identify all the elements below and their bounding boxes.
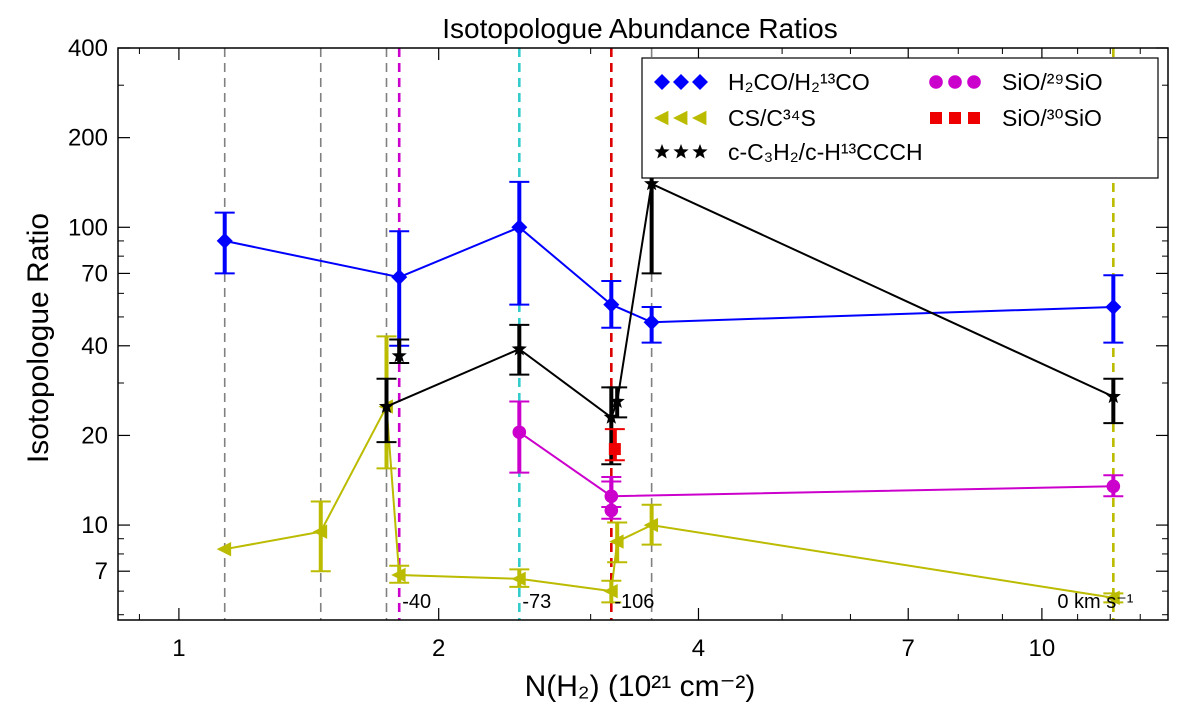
legend-item: c-C₃H₂/c-H¹³CCCH — [654, 139, 923, 165]
y-tick-label: 200 — [68, 125, 108, 152]
data-point — [673, 110, 688, 126]
data-point — [673, 74, 689, 90]
data-point — [312, 524, 328, 539]
legend-label: H₂CO/H₂¹³CO — [728, 69, 870, 95]
axes: 1 2 4 7 10 7 10 20 40 70 100 200 400 — [68, 35, 1168, 662]
data-point — [643, 517, 659, 533]
y-tick-label: 7 — [95, 558, 108, 585]
data-point — [609, 393, 625, 408]
reference-line-labels: -40 -73 -106 0 km s⁻¹ — [402, 591, 1134, 613]
data-point — [968, 112, 980, 124]
series — [601, 476, 622, 520]
series-line — [224, 226, 1114, 324]
x-tick-label: 10 — [1029, 635, 1056, 662]
data-point — [603, 296, 620, 313]
y-axis-label: Isotopologue Ratio — [22, 213, 55, 463]
reference-line-label: -106 — [614, 591, 654, 613]
data-point — [511, 219, 528, 236]
data-point — [609, 534, 624, 549]
x-tick-label: 4 — [692, 635, 705, 662]
x-axis-label: N(H₂) (10²¹ cm⁻²) — [525, 670, 756, 703]
series-line — [386, 182, 1114, 419]
legend-label: c-C₃H₂/c-H¹³CCCH — [728, 139, 923, 165]
data-point — [654, 74, 670, 90]
data-point — [1105, 388, 1121, 404]
plot-frame — [117, 47, 1169, 621]
y-tick-label: 40 — [81, 333, 108, 360]
y-tick-label: 400 — [68, 35, 108, 62]
series — [376, 130, 1124, 466]
legend: H₂CO/H₂¹³CO CS/C³⁴S c-C₃H₂/c-H¹³CCCH SiO/²⁹… — [641, 57, 1159, 179]
data-point — [511, 571, 526, 587]
data-point — [929, 75, 943, 89]
data-point — [604, 503, 619, 518]
data-point — [512, 425, 527, 440]
data-point — [378, 398, 395, 413]
data-point — [692, 144, 708, 159]
reference-line-label: -40 — [402, 591, 431, 613]
data-point — [644, 175, 660, 191]
data-point — [930, 112, 942, 124]
data-point — [654, 144, 670, 159]
legend-label: SiO/²⁹SiO — [1002, 69, 1103, 95]
data-point — [511, 341, 527, 356]
reference-line-label: -73 — [522, 591, 551, 613]
y-tick-label: 20 — [81, 422, 108, 449]
series — [214, 180, 1124, 347]
data-point — [216, 232, 233, 249]
x-tick-label: 7 — [902, 635, 915, 662]
data-point — [216, 541, 232, 557]
data-point — [643, 314, 660, 331]
y-tick-label: 100 — [68, 214, 108, 241]
data-point — [608, 443, 621, 456]
legend-item: H₂CO/H₂¹³CO — [654, 69, 870, 95]
data-point — [603, 583, 618, 599]
data-point — [967, 75, 981, 89]
x-tick-label: 2 — [432, 635, 445, 662]
data-point — [673, 144, 689, 159]
data-point — [1105, 298, 1122, 315]
data-point — [692, 74, 708, 90]
data-point — [1105, 590, 1120, 605]
chart-title: Isotopologue Abundance Ratios — [442, 13, 837, 44]
reference-line-label: 0 km s⁻¹ — [1057, 591, 1133, 613]
legend-label: SiO/³⁰SiO — [1002, 105, 1102, 131]
data-point — [1106, 479, 1121, 494]
x-tick-label: 1 — [172, 635, 185, 662]
legend-label: CS/C³⁴S — [728, 105, 816, 131]
legend-item: SiO/³⁰SiO — [930, 105, 1102, 131]
data-point — [692, 110, 707, 126]
data-series — [214, 130, 1124, 605]
legend-item: CS/C³⁴S — [654, 105, 816, 131]
data-point — [948, 75, 962, 89]
legend-box — [641, 57, 1159, 179]
data-point — [391, 347, 407, 363]
y-tick-label: 10 — [81, 512, 108, 539]
y-tick-label: 70 — [81, 260, 108, 287]
data-point — [391, 269, 408, 286]
series — [604, 428, 625, 462]
series-group — [214, 130, 1124, 605]
data-point — [654, 110, 669, 126]
data-point — [949, 112, 961, 124]
series — [389, 338, 410, 365]
data-point — [391, 567, 406, 583]
series — [216, 335, 1124, 605]
legend-item: SiO/²⁹SiO — [929, 69, 1103, 95]
